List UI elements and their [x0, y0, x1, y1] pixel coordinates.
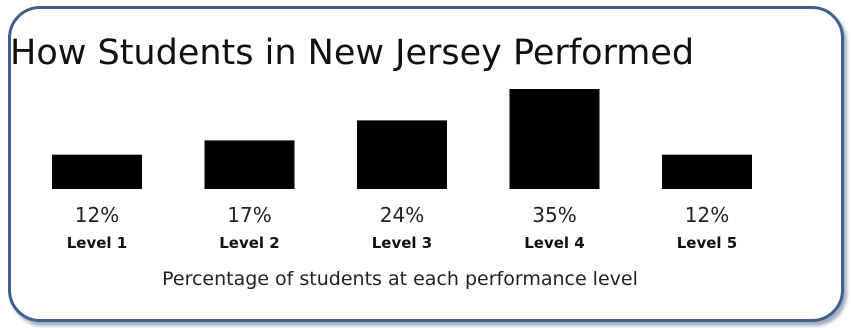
- category-label: Level 4: [524, 234, 584, 252]
- chart-caption: Percentage of students at each performan…: [162, 268, 638, 290]
- bar-value-label: 24%: [380, 203, 424, 227]
- chart-title: How Students in New Jersey Performed: [10, 33, 695, 73]
- bar-value-label: 12%: [75, 203, 119, 227]
- category-label: Level 2: [219, 234, 279, 252]
- bar-level-3: [357, 120, 447, 189]
- bar-level-4: [509, 89, 600, 189]
- category-label: Level 3: [372, 234, 432, 252]
- bar-level-5: [662, 154, 752, 189]
- bar-value-label: 12%: [685, 203, 729, 227]
- bar-level-1: [52, 154, 142, 189]
- bar-value-label: 35%: [532, 203, 576, 227]
- bar-level-2: [204, 140, 295, 189]
- category-label: Level 1: [67, 234, 127, 252]
- bar-value-label: 17%: [227, 203, 271, 227]
- category-label: Level 5: [677, 234, 737, 252]
